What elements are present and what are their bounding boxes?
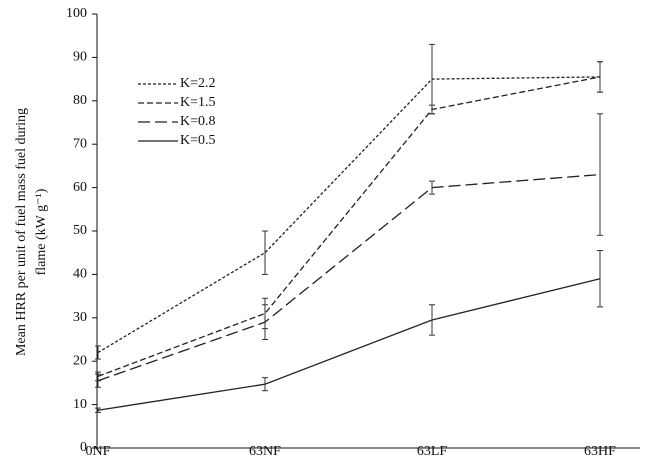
y-tick-label: 50 <box>73 223 87 238</box>
error-bar <box>262 304 268 340</box>
legend-label: K=1.5 <box>180 95 216 110</box>
series-line <box>97 76 601 354</box>
error-bar <box>429 180 435 195</box>
legend-label: K=2.2 <box>180 76 216 91</box>
error-bar <box>95 345 101 360</box>
y-tick-label: 10 <box>73 397 87 412</box>
y-tick-label: 100 <box>66 6 87 21</box>
x-tick-label: 63HF <box>584 444 616 459</box>
legend-label: K=0.5 <box>180 133 216 148</box>
y-tick-label: 90 <box>73 50 87 65</box>
error-bar <box>597 113 603 236</box>
y-tick-label: 30 <box>73 310 87 325</box>
x-tick-label: 63LF <box>417 444 448 459</box>
y-tick-label: 40 <box>73 267 87 282</box>
error-bar <box>95 407 101 413</box>
y-tick-label: 80 <box>73 93 87 108</box>
legend-label: K=0.8 <box>180 114 216 129</box>
series-line <box>97 76 601 377</box>
error-bar <box>262 377 268 392</box>
y-axis-label: Mean HRR per unit of fuel mass fuel duri… <box>14 108 29 356</box>
error-bar <box>597 250 603 308</box>
series-line <box>97 173 601 382</box>
y-tick-label: 60 <box>73 180 87 195</box>
error-bar <box>429 304 435 336</box>
x-tick-label: 63NF <box>249 444 281 459</box>
y-tick-label: 0 <box>80 440 87 455</box>
y-tick-label: 70 <box>73 136 87 151</box>
error-bar <box>429 104 435 115</box>
x-tick-label: 0NF <box>86 444 111 459</box>
y-tick-label: 20 <box>73 353 87 368</box>
y-axis-label: flame (kW g⁻¹) <box>34 188 49 275</box>
series-line <box>97 278 601 411</box>
error-bar <box>95 373 101 388</box>
error-bar <box>262 230 268 275</box>
error-bar <box>597 61 603 93</box>
